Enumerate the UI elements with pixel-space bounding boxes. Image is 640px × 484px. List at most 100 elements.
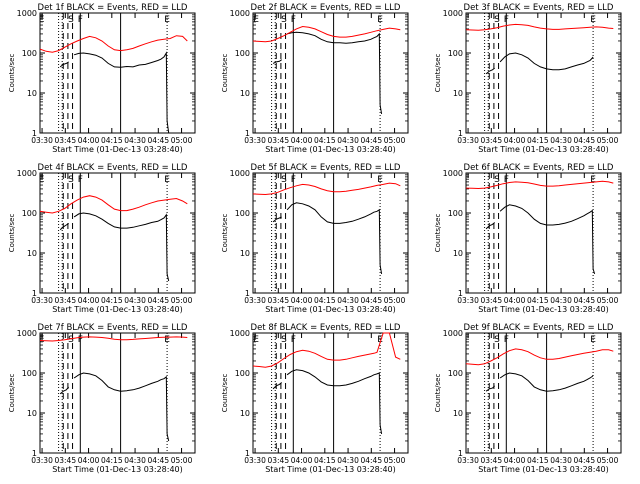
y-tick-label: 10 xyxy=(240,249,250,258)
marker-label: S xyxy=(494,175,500,185)
panel-title: Det 4f BLACK = Events, RED = LLD xyxy=(38,163,188,173)
plot-frame xyxy=(465,332,622,454)
marker-label: E xyxy=(590,15,596,25)
x-axis-label: Start Time (01-Dec-13 03:28:40) xyxy=(265,145,396,154)
panel-4: Det 4f BLACK = Events, RED = LLD 1 10 100 10… xyxy=(8,163,196,314)
y-tick-label: 10 xyxy=(453,249,463,258)
x-tick-label: 04:00 xyxy=(504,136,526,145)
series-line-events xyxy=(73,372,170,442)
panel-title: Det 6f BLACK = Events, RED = LLD xyxy=(464,163,614,173)
x-tick-label: 04:15 xyxy=(314,136,336,145)
y-tick-label: 100 xyxy=(448,209,463,218)
x-tick-label: 04:00 xyxy=(78,136,100,145)
y-tick-label: 10 xyxy=(240,409,250,418)
plot-frame xyxy=(39,332,196,454)
y-tick-label: 10 xyxy=(453,409,463,418)
plot-frame xyxy=(252,332,409,454)
marker-label: S xyxy=(281,335,287,345)
marker-label: S xyxy=(494,335,500,345)
x-tick-label: 03:45 xyxy=(480,136,502,145)
y-tick-label: 10 xyxy=(27,409,37,418)
panel-7: Det 7f BLACK = Events, RED = LLD 1 10 100 10… xyxy=(8,323,196,474)
marker-label: E xyxy=(253,335,259,345)
marker-label: S xyxy=(68,15,74,25)
y-tick-label: 1 xyxy=(245,289,250,298)
x-tick-label: 04:30 xyxy=(124,136,146,145)
x-tick-label: 03:45 xyxy=(54,296,76,305)
x-tick-label: 04:00 xyxy=(291,296,313,305)
series-line-lld xyxy=(465,23,614,31)
y-tick-label: 10 xyxy=(240,89,250,98)
x-tick-label: 03:45 xyxy=(54,136,76,145)
x-tick-label: 04:30 xyxy=(550,136,572,145)
x-tick-label: 03:30 xyxy=(457,296,479,305)
x-tick-label: 04:45 xyxy=(573,136,595,145)
plot-frame xyxy=(465,12,622,134)
y-tick-label: 100 xyxy=(448,49,463,58)
plot-frame xyxy=(252,12,409,134)
x-tick-label: 04:30 xyxy=(124,296,146,305)
panel-title: Det 5f BLACK = Events, RED = LLD xyxy=(251,163,401,173)
series-line-events xyxy=(499,204,596,275)
series-line-lld xyxy=(39,195,188,214)
panel-6: Det 6f BLACK = Events, RED = LLD 1 10 100 10… xyxy=(434,163,622,314)
y-axis-label: Counts/sec xyxy=(221,54,229,93)
series-line-events xyxy=(286,369,383,434)
marker-label: E xyxy=(164,175,170,185)
y-tick-label: 10 xyxy=(27,89,37,98)
marker-label: S xyxy=(281,15,287,25)
marker-label: E xyxy=(39,175,45,185)
x-tick-label: 03:30 xyxy=(244,296,266,305)
x-tick-label: 04:30 xyxy=(550,456,572,465)
x-axis-label: Start Time (01-Dec-13 03:28:40) xyxy=(52,305,183,314)
y-tick-label: 1000 xyxy=(443,169,463,178)
y-tick-label: 1000 xyxy=(230,329,250,338)
x-tick-label: 04:00 xyxy=(78,456,100,465)
x-tick-label: 04:45 xyxy=(573,456,595,465)
y-tick-label: 1000 xyxy=(230,169,250,178)
x-tick-label: 05:00 xyxy=(171,296,193,305)
y-tick-label: 10 xyxy=(27,249,37,258)
y-tick-label: 1 xyxy=(245,449,250,458)
x-tick-label: 03:45 xyxy=(54,456,76,465)
x-tick-label: 03:30 xyxy=(244,456,266,465)
y-tick-label: 100 xyxy=(22,209,37,218)
series-line-events xyxy=(485,67,495,75)
y-tick-label: 100 xyxy=(22,369,37,378)
y-axis-label: Counts/sec xyxy=(8,374,16,413)
x-tick-label: 04:45 xyxy=(573,296,595,305)
plot-frame xyxy=(465,172,622,294)
y-tick-label: 1000 xyxy=(443,9,463,18)
y-tick-label: 1 xyxy=(458,129,463,138)
marker-label: F xyxy=(291,15,296,25)
series-line-events xyxy=(73,51,170,134)
y-tick-label: 100 xyxy=(235,49,250,58)
x-tick-label: 04:00 xyxy=(504,296,526,305)
series-line-lld xyxy=(465,180,614,190)
x-tick-label: 05:00 xyxy=(171,456,193,465)
x-tick-label: 04:30 xyxy=(337,296,359,305)
y-axis-label: Counts/sec xyxy=(221,214,229,253)
y-tick-label: 1 xyxy=(32,449,37,458)
y-tick-label: 1 xyxy=(32,129,37,138)
series-line-lld xyxy=(252,25,401,43)
plot-frame xyxy=(39,12,196,134)
x-tick-label: 04:00 xyxy=(504,456,526,465)
series-line-events xyxy=(499,52,594,71)
series-line-lld xyxy=(252,182,401,196)
x-tick-label: 03:30 xyxy=(244,136,266,145)
marker-label: E xyxy=(39,335,45,345)
x-tick-label: 03:45 xyxy=(480,296,502,305)
panel-title: Det 8f BLACK = Events, RED = LLD xyxy=(251,323,401,333)
y-axis-label: Counts/sec xyxy=(434,214,442,253)
y-tick-label: 100 xyxy=(448,369,463,378)
marker-label: E xyxy=(164,335,170,345)
y-axis-label: Counts/sec xyxy=(221,374,229,413)
x-tick-label: 04:45 xyxy=(147,136,169,145)
series-line-events xyxy=(286,31,383,114)
panel-title: Det 1f BLACK = Events, RED = LLD xyxy=(38,3,188,13)
x-tick-label: 04:15 xyxy=(527,136,549,145)
x-tick-label: 05:00 xyxy=(597,136,619,145)
x-tick-label: 05:00 xyxy=(171,136,193,145)
